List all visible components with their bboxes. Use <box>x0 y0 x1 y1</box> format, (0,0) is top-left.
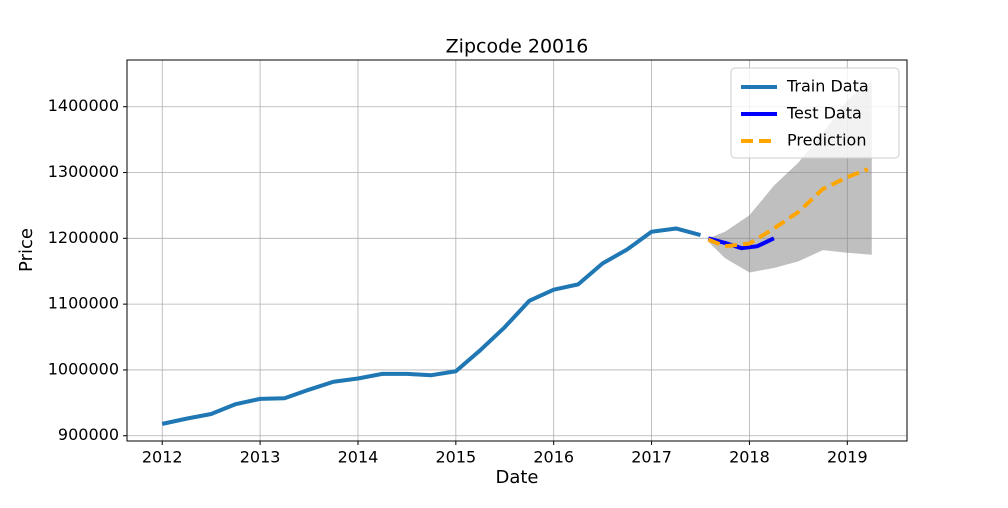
legend-label: Test Data <box>786 104 862 123</box>
x-axis-label: Date <box>495 467 538 488</box>
x-tick-label: 2015 <box>435 448 476 467</box>
legend-label: Train Data <box>786 77 869 96</box>
y-axis-label: Price <box>16 228 37 272</box>
axes-frame <box>126 59 908 442</box>
legend-label: Prediction <box>787 131 866 150</box>
y-tick-label: 1100000 <box>48 294 119 313</box>
legend-box <box>730 67 900 159</box>
x-tick-label: 2013 <box>240 448 281 467</box>
axes: 2012 2013 2014 2015 2016 2017 2018 2019 900000 10… <box>48 96 868 466</box>
y-tick-label: 1300000 <box>48 162 119 181</box>
x-tick-label: 2014 <box>338 448 379 467</box>
line <box>161 226 702 426</box>
chart-title: Zipcode 20016 <box>446 36 589 58</box>
y-tick-label: 1000000 <box>48 359 119 378</box>
line <box>707 167 869 249</box>
x-tick-label: 2018 <box>729 448 770 467</box>
legend: Train Data Test Data Prediction <box>730 67 900 159</box>
y-tick-label: 900000 <box>58 425 119 444</box>
y-tick-label: 1400000 <box>48 96 119 115</box>
x-tick-label: 2019 <box>827 448 868 467</box>
y-tick-label: 1200000 <box>48 228 119 247</box>
x-tick-label: 2017 <box>631 448 672 467</box>
x-tick-label: 2012 <box>142 448 183 467</box>
x-tick-label: 2016 <box>533 448 574 467</box>
line <box>707 236 775 251</box>
